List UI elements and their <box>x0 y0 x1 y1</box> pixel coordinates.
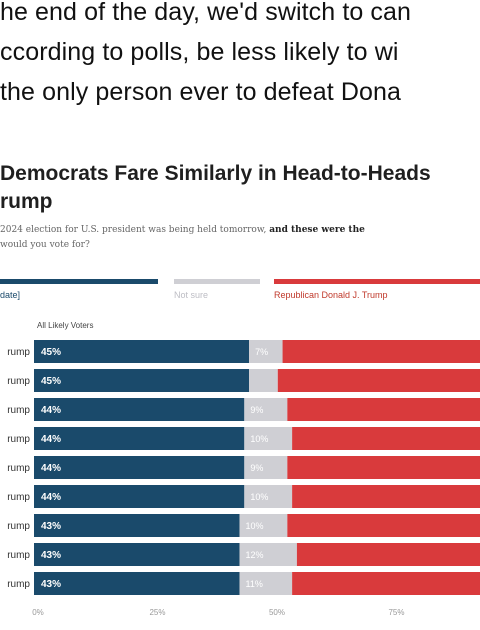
data-label-democrat: 44% <box>41 463 61 474</box>
bar-segment-democrat <box>34 572 240 595</box>
category-label: rump <box>7 434 30 445</box>
x-tick-label: 50% <box>269 608 285 617</box>
bar-segment-democrat <box>34 456 245 479</box>
legend-swatch-not-sure <box>174 279 260 284</box>
category-label: rump <box>7 579 30 590</box>
article-text-line-3: the only person ever to defeat Dona <box>0 78 401 106</box>
bar-segment-republican <box>292 485 480 508</box>
bar-segment-republican <box>287 398 480 421</box>
data-label-not-sure: 10% <box>250 434 268 444</box>
category-label: rump <box>7 405 30 416</box>
bar-segment-not-sure <box>239 543 297 566</box>
data-label-democrat: 45% <box>41 376 61 387</box>
data-label-not-sure: 9% <box>250 463 263 473</box>
bar-segment-republican <box>292 572 480 595</box>
category-label: rump <box>7 521 30 532</box>
bar-segment-democrat <box>34 398 245 421</box>
category-label: rump <box>7 492 30 503</box>
bar-segment-republican <box>287 514 480 537</box>
data-label-not-sure: 10% <box>250 492 268 502</box>
bar-segment-not-sure <box>244 427 293 450</box>
subtitle-bold-text: and these were the <box>269 225 365 235</box>
bar-segment-not-sure <box>244 398 288 421</box>
bar-segment-democrat <box>34 514 240 537</box>
legend-swatch-democrat <box>0 279 158 284</box>
bar-segment-republican <box>277 369 480 392</box>
article-text-line-1: he end of the day, we'd switch to can <box>0 0 412 26</box>
data-label-democrat: 43% <box>41 550 61 561</box>
data-label-not-sure: 7% <box>255 347 268 357</box>
bar-segment-not-sure <box>244 485 293 508</box>
category-label: rump <box>7 463 30 474</box>
category-label: rump <box>7 347 30 358</box>
group-label: All Likely Voters <box>37 321 94 330</box>
bar-segment-not-sure <box>239 572 293 595</box>
legend-swatch-republican <box>274 279 480 284</box>
bar-segment-republican <box>282 340 480 363</box>
bar-segment-not-sure <box>249 340 283 363</box>
bar-segment-democrat <box>34 369 250 392</box>
bar-segment-not-sure <box>239 514 288 537</box>
bar-segment-democrat <box>34 340 250 363</box>
data-label-democrat: 43% <box>41 521 61 532</box>
bar-segment-not-sure <box>244 456 288 479</box>
bar-segment-republican <box>287 456 480 479</box>
legend-label-democrat: date] <box>0 290 21 300</box>
data-label-not-sure: 9% <box>250 405 263 415</box>
chart-subtitle-line-1: 2024 election for U.S. president was bei… <box>0 225 365 235</box>
bar-segment-republican <box>296 543 480 566</box>
bar-segment-not-sure <box>249 369 278 392</box>
data-label-democrat: 43% <box>41 579 61 590</box>
bar-segment-democrat <box>34 485 245 508</box>
x-tick-label: 25% <box>149 608 165 617</box>
x-tick-label: 75% <box>388 608 404 617</box>
data-label-not-sure: 10% <box>246 521 264 531</box>
legend-label-republican: Republican Donald J. Trump <box>274 290 388 300</box>
bar-segment-democrat <box>34 543 240 566</box>
chart-title-line-2: rump <box>0 190 53 213</box>
data-label-not-sure: 12% <box>246 550 264 560</box>
bar-segment-democrat <box>34 427 245 450</box>
category-label: rump <box>7 376 30 387</box>
chart-subtitle-line-2: would you vote for? <box>0 240 90 250</box>
data-label-democrat: 44% <box>41 434 61 445</box>
category-label: rump <box>7 550 30 561</box>
x-tick-label: 0% <box>32 608 44 617</box>
data-label-democrat: 44% <box>41 405 61 416</box>
legend-label-not-sure: Not sure <box>174 290 209 300</box>
data-label-not-sure: 11% <box>246 579 263 589</box>
bar-segment-republican <box>292 427 480 450</box>
subtitle-text: 2024 election for U.S. president was bei… <box>0 225 267 235</box>
chart-title-line-1: Democrats Fare Similarly in Head-to-Head… <box>0 162 431 185</box>
data-label-democrat: 44% <box>41 492 61 503</box>
data-label-democrat: 45% <box>41 347 61 358</box>
article-text-line-2: ccording to polls, be less likely to wi <box>0 38 399 66</box>
